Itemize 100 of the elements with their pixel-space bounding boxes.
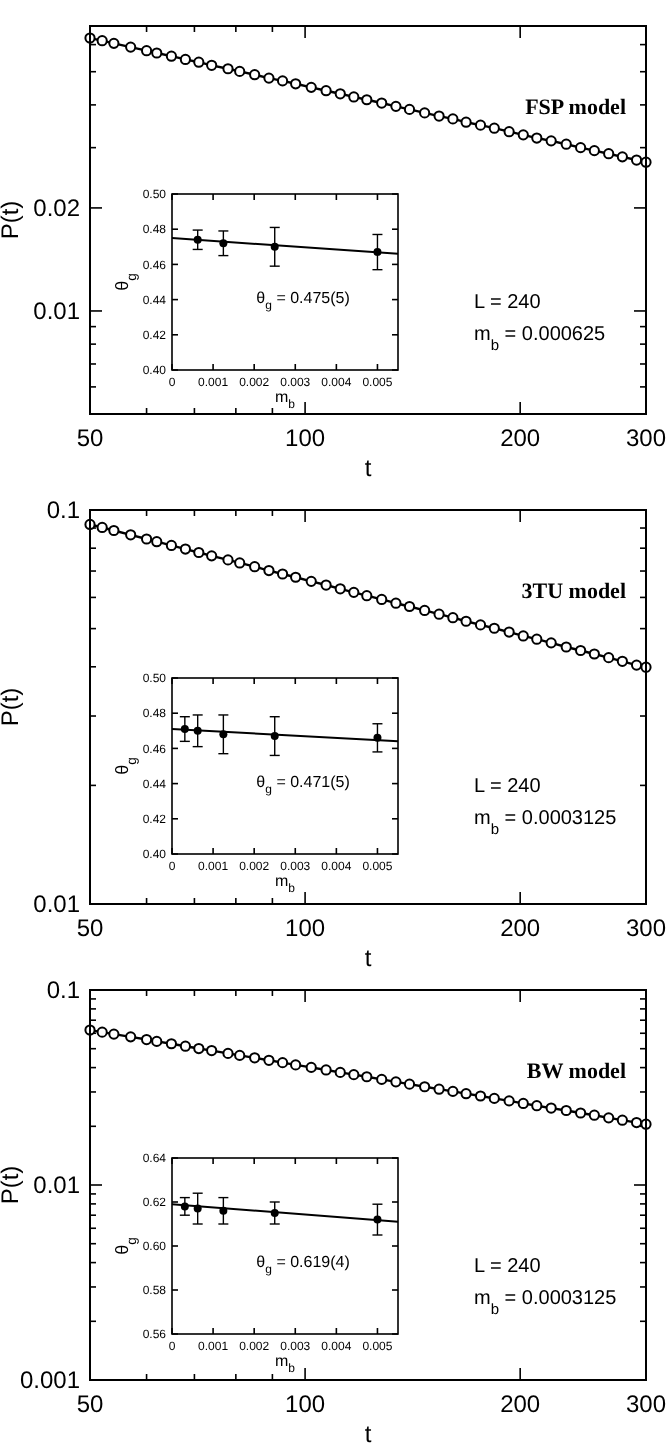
point: [403, 103, 416, 116]
point: [334, 583, 346, 595]
point: [390, 100, 402, 112]
point: [419, 604, 431, 617]
point: [290, 1059, 302, 1071]
point: [474, 1090, 487, 1102]
y-tick-label: 0.1: [46, 976, 81, 1005]
point: [290, 571, 302, 583]
point: [276, 75, 289, 87]
point: [193, 1042, 205, 1055]
y-tick-label: 0.001: [19, 1366, 81, 1395]
annotation: BW model: [526, 1060, 626, 1084]
point: [320, 1064, 332, 1076]
point: [630, 659, 643, 671]
point: [179, 543, 192, 555]
point: [108, 1028, 120, 1040]
point: [503, 626, 515, 638]
point: [474, 619, 487, 631]
point: [419, 107, 431, 119]
annotation: L = 240: [474, 292, 542, 314]
x-tick-label: 300: [625, 424, 667, 452]
annotation: θ$_{g}$ = 0.471(5): [256, 773, 351, 798]
point: [96, 1026, 108, 1038]
point: [361, 1071, 373, 1083]
point: [488, 622, 500, 634]
annotation: θ$_{g}$ = 0.619(4): [256, 1253, 351, 1278]
point: [575, 644, 587, 657]
point: [460, 615, 472, 627]
x-tick-label: 100: [285, 424, 326, 452]
x-tick-label: 100: [285, 1390, 326, 1418]
y-tick-label: 0.01: [33, 1171, 81, 1200]
point: [96, 521, 108, 534]
point: [165, 539, 178, 552]
point: [151, 536, 163, 548]
point: [348, 1069, 360, 1081]
point: [433, 608, 445, 620]
point: [433, 1083, 445, 1095]
point: [517, 129, 529, 141]
point: [503, 126, 515, 138]
y-axis-title: P(t): [0, 687, 24, 727]
point: [616, 655, 628, 667]
x-tick-label: 200: [500, 424, 541, 452]
x-tick-label: 100: [285, 914, 326, 942]
annotation: θ$_{g}$ = 0.475(5): [256, 289, 351, 314]
point: [206, 550, 218, 562]
point: [334, 88, 346, 100]
point: [588, 145, 600, 157]
x-tick-label: 50: [76, 914, 104, 942]
y-tick-label: 0.01: [33, 297, 81, 326]
point: [179, 53, 192, 66]
point: [263, 72, 275, 84]
point: [125, 529, 137, 541]
point: [125, 41, 137, 53]
point: [545, 1102, 557, 1114]
point: [108, 524, 120, 537]
point: [320, 85, 332, 97]
x-axis-title: m$_{b}$: [274, 388, 297, 412]
annotation: FSP model: [525, 96, 626, 120]
point: [603, 652, 615, 664]
point: [151, 47, 163, 59]
y-tick-label: 0.01: [33, 890, 81, 919]
point: [96, 35, 108, 47]
point: [193, 56, 205, 68]
point: [433, 110, 445, 122]
point: [263, 1054, 275, 1066]
point: [588, 648, 600, 660]
point: [305, 1061, 317, 1073]
point: [165, 1038, 178, 1050]
point: [488, 122, 500, 134]
point: [376, 97, 388, 109]
x-axis-title: t: [364, 454, 373, 482]
point: [348, 91, 360, 103]
point: [193, 546, 205, 559]
point: [290, 78, 302, 90]
point: [376, 1073, 388, 1085]
point: [361, 590, 373, 602]
point: [531, 1100, 543, 1112]
point: [560, 641, 572, 653]
point: [108, 37, 120, 49]
y-tick-label: 0.1: [46, 496, 81, 525]
annotation: m$_{b}$ = 0.000625: [474, 324, 607, 353]
point: [419, 1081, 431, 1093]
point: [390, 597, 402, 609]
point: [276, 1057, 289, 1069]
point: [447, 113, 459, 125]
x-tick-label: 200: [500, 914, 541, 942]
x-axis-title: m$_{b}$: [274, 872, 297, 896]
annotation: m$_{b}$ = 0.0003125: [474, 808, 618, 837]
point: [234, 557, 246, 569]
point: [390, 1076, 402, 1088]
y-axis-title: P(t): [0, 1165, 24, 1205]
x-tick-label: 50: [76, 424, 104, 452]
annotation: L = 240: [474, 776, 542, 798]
point: [263, 564, 275, 577]
x-tick-label: 50: [76, 1390, 104, 1418]
point: [575, 1107, 587, 1119]
point: [151, 1035, 163, 1047]
point: [503, 1095, 515, 1107]
point: [588, 1109, 600, 1121]
point: [206, 1044, 218, 1057]
